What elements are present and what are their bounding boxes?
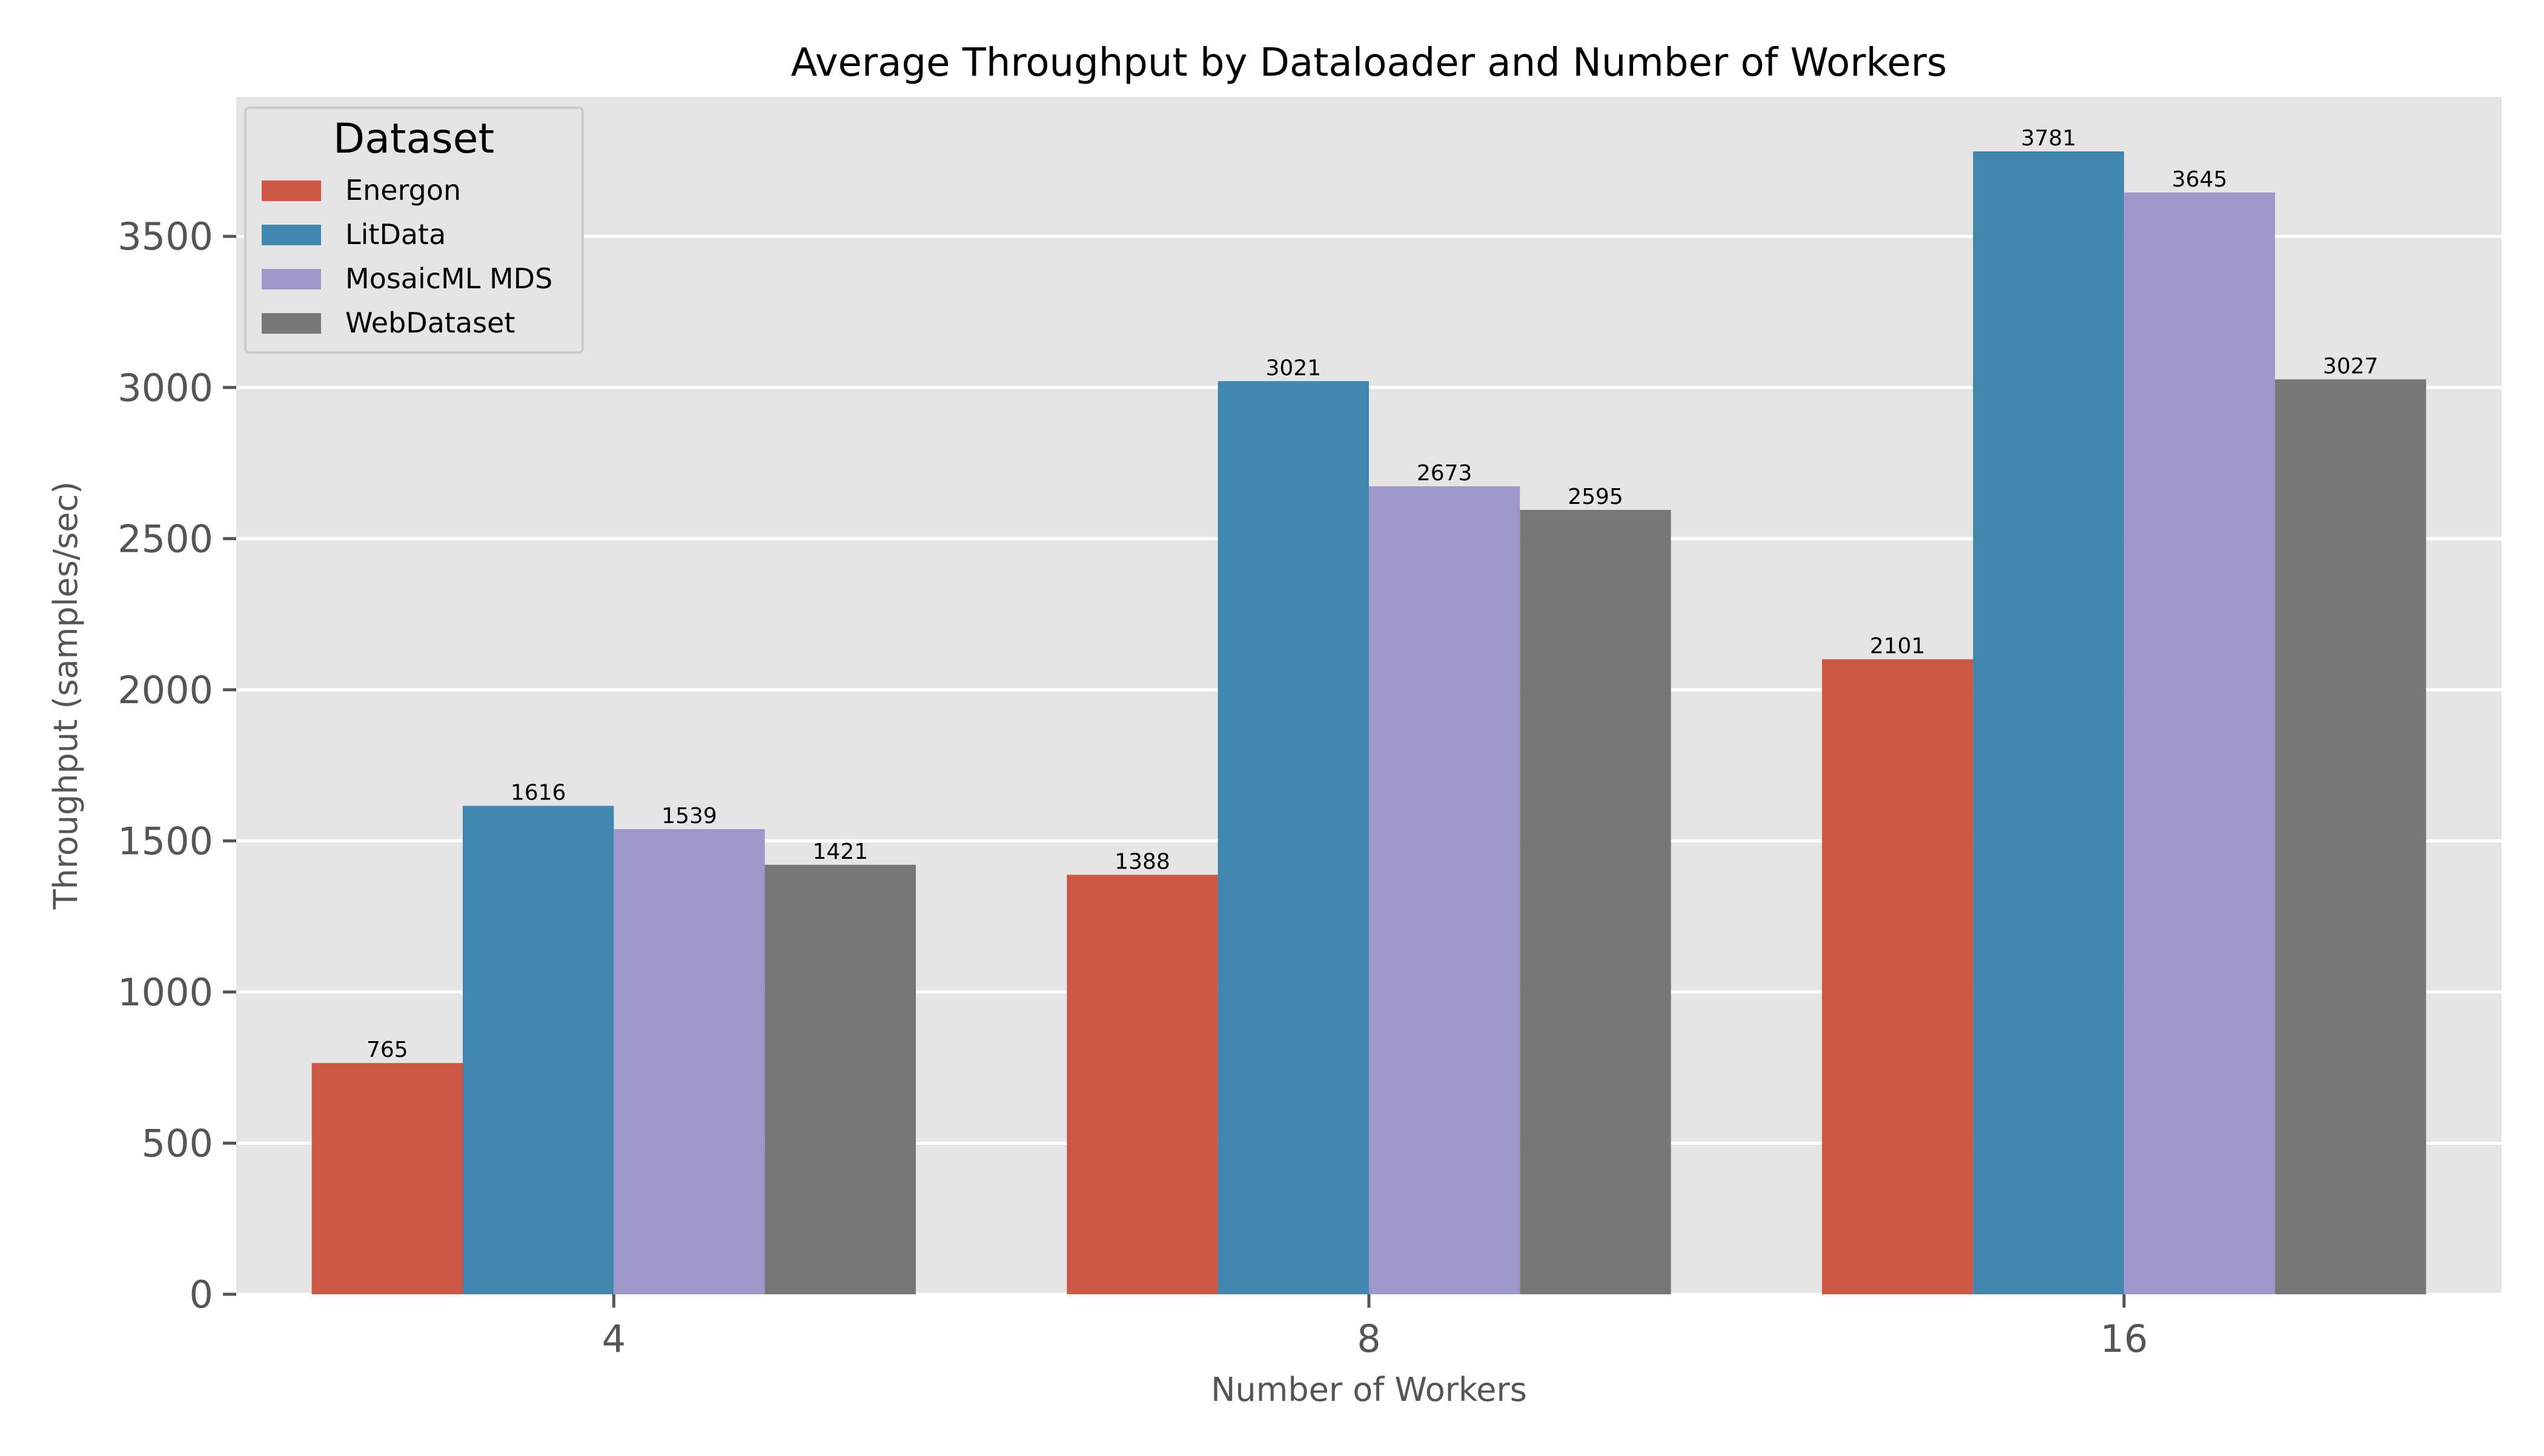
bar xyxy=(1369,486,1520,1294)
bar xyxy=(1067,875,1218,1294)
bar xyxy=(1973,151,2124,1294)
bar xyxy=(614,829,765,1294)
data-label: 3021 xyxy=(1266,356,1322,380)
legend-label: Energon xyxy=(345,174,461,207)
data-label: 1616 xyxy=(511,780,566,805)
y-axis-label: Throughput (samples/sec) xyxy=(47,481,85,910)
x-tick-label: 16 xyxy=(2100,1317,2148,1361)
legend-items: Energon LitData MosaicML MDS WebDataset xyxy=(262,174,552,339)
bar xyxy=(764,864,916,1294)
data-label: 1539 xyxy=(661,804,717,829)
data-label: 2595 xyxy=(1568,485,1623,509)
data-label: 3027 xyxy=(2323,354,2379,379)
data-labels: 765 1616 1539 1421 1388 3021 2673 2595 2101 3781 3… xyxy=(366,126,2379,1062)
legend-title: Dataset xyxy=(333,115,494,163)
y-tick-label: 3500 xyxy=(118,214,213,259)
legend-label: LitData xyxy=(345,218,446,251)
bar xyxy=(2275,379,2426,1295)
y-axis: 0 500 1000 1500 2000 2500 3000 3500 xyxy=(118,214,236,1317)
legend: Dataset Energon LitData MosaicML MDS WebDat… xyxy=(244,107,584,354)
bar xyxy=(1822,659,1973,1294)
x-tick-label: 8 xyxy=(1357,1317,1380,1361)
y-tick-label: 1500 xyxy=(118,819,213,863)
y-tick-label: 0 xyxy=(190,1272,213,1317)
data-label: 3645 xyxy=(2172,167,2228,192)
legend-swatch xyxy=(262,269,321,290)
data-label: 2101 xyxy=(1870,634,1926,658)
legend-label: MosaicML MDS xyxy=(345,262,552,295)
y-tick-label: 2500 xyxy=(118,517,213,561)
bar xyxy=(463,806,614,1294)
data-label: 1388 xyxy=(1115,849,1170,874)
data-label: 765 xyxy=(366,1037,408,1062)
y-tick-label: 3000 xyxy=(118,366,213,410)
legend-swatch xyxy=(262,225,321,245)
bar xyxy=(311,1063,463,1294)
legend-swatch xyxy=(262,313,321,334)
y-tick-label: 1000 xyxy=(118,970,213,1014)
bar xyxy=(2124,192,2275,1294)
legend-swatch xyxy=(262,180,321,201)
bar xyxy=(1217,381,1369,1294)
x-axis: 4 8 16 xyxy=(602,1294,2148,1361)
y-tick-label: 500 xyxy=(142,1121,213,1165)
y-tick-label: 2000 xyxy=(118,668,213,712)
data-label: 3781 xyxy=(2021,126,2076,151)
legend-box xyxy=(244,107,584,354)
data-label: 2673 xyxy=(1417,461,1472,486)
bar xyxy=(1520,509,1671,1295)
x-axis-label: Number of Workers xyxy=(1211,1371,1527,1409)
chart-title: Average Throughput by Dataloader and Num… xyxy=(791,41,1947,85)
x-tick-label: 4 xyxy=(602,1317,626,1361)
data-label: 1421 xyxy=(813,839,869,864)
legend-label: WebDataset xyxy=(345,306,515,339)
bars xyxy=(311,151,2426,1295)
